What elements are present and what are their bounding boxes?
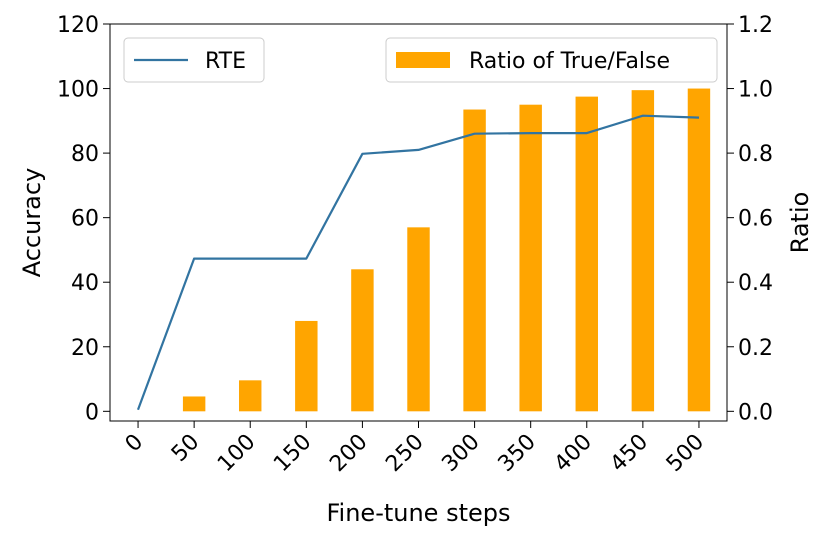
- y-right-tick-label: 0.6: [738, 207, 773, 232]
- y-right-tick-label: 0.4: [738, 271, 773, 296]
- x-tick-label: 300: [437, 430, 484, 477]
- bar-50: [183, 396, 205, 411]
- bar-200: [351, 269, 373, 411]
- x-tick-label: 400: [550, 430, 597, 477]
- y-left-tick-label: 80: [71, 142, 99, 167]
- x-tick-label: 0: [121, 430, 149, 458]
- bar-250: [407, 227, 429, 411]
- x-tick-label: 350: [494, 430, 541, 477]
- legend-layer: RTE Ratio of True/False: [124, 38, 717, 82]
- x-tick-label: 150: [269, 430, 316, 477]
- bar-400: [576, 97, 598, 412]
- x-axis-label: Fine-tune steps: [326, 499, 510, 527]
- bar-300: [463, 110, 485, 412]
- x-tick-label: 50: [167, 430, 204, 467]
- x-tick-label: 250: [381, 430, 428, 477]
- y-left-tick-label: 0: [85, 400, 99, 425]
- y-right-tick-label: 0.8: [738, 142, 773, 167]
- legend-ratio-label: Ratio of True/False: [469, 49, 670, 74]
- y-axis-right-label: Ratio: [786, 192, 814, 254]
- bar-150: [295, 321, 317, 411]
- y-right-tick-label: 1.0: [738, 78, 773, 103]
- legend-ratio-swatch: [396, 52, 450, 68]
- x-tick-label: 500: [662, 430, 709, 477]
- bar-500: [688, 89, 710, 412]
- y-left-tick-label: 60: [71, 207, 99, 232]
- y-left-tick-label: 40: [71, 271, 99, 296]
- y-left-tick-label: 120: [57, 13, 99, 38]
- y-right-tick-label: 0.0: [738, 400, 773, 425]
- y-right-tick-label: 1.2: [738, 13, 773, 38]
- y-left-tick-label: 20: [71, 336, 99, 361]
- y-left-tick-label: 100: [57, 78, 99, 103]
- bar-350: [519, 105, 541, 412]
- bars-layer: [183, 89, 710, 412]
- bar-450: [632, 90, 654, 411]
- x-tick-label: 450: [606, 430, 653, 477]
- x-tick-label: 200: [325, 430, 372, 477]
- x-tick-label: 100: [213, 430, 260, 477]
- y-axis-left-label: Accuracy: [18, 168, 46, 278]
- bar-100: [239, 380, 261, 411]
- y-right-tick-label: 0.2: [738, 336, 773, 361]
- legend-rte-label: RTE: [205, 49, 246, 74]
